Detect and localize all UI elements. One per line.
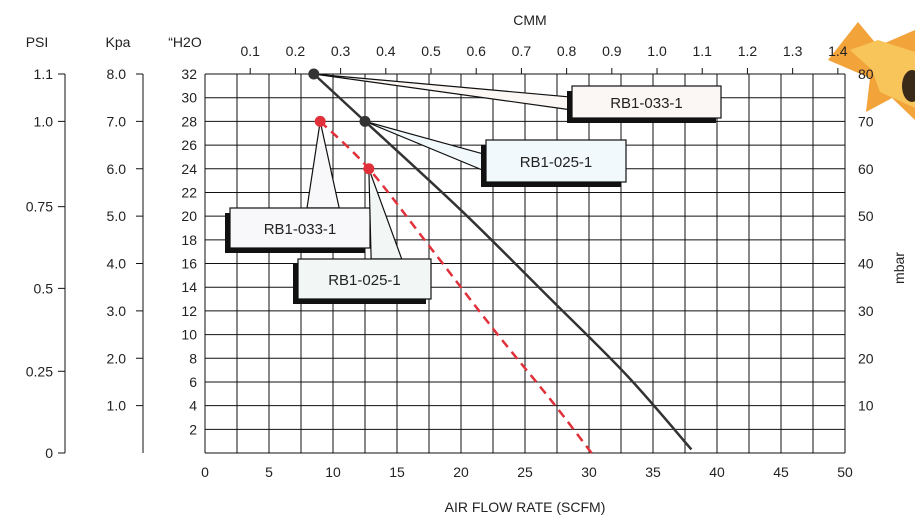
kpa-axis-title: Kpa: [106, 34, 131, 50]
callout-3: RB1-033-1: [225, 115, 371, 253]
callout-1: RB1-033-1: [308, 68, 722, 123]
kpa-tick-label: 4.0: [107, 256, 127, 272]
callout-label: RB1-033-1: [264, 221, 337, 238]
top-tick-label: 0.4: [376, 43, 396, 59]
mbar-tick-label: 30: [858, 303, 874, 319]
series-point: [359, 115, 371, 127]
top-tick-label: 1.2: [738, 43, 758, 59]
x-tick-label: 25: [517, 464, 533, 480]
callout-box: [571, 85, 722, 119]
top-tick-label: 0.3: [331, 43, 351, 59]
series-point: [363, 163, 375, 175]
kpa-tick-label: 1.0: [107, 398, 127, 414]
top-tick-label: 1.1: [692, 43, 712, 59]
y-tick-label: 30: [181, 90, 197, 106]
psi-tick-label: 0.75: [26, 199, 53, 215]
top-tick-label: 0.6: [466, 43, 486, 59]
top-axis-title: CMM: [513, 12, 546, 28]
kpa-tick-label: 2.0: [107, 350, 127, 366]
y-tick-label: 28: [181, 113, 197, 129]
y-tick-label: 2: [189, 421, 197, 437]
psi-tick-label: 1.0: [34, 113, 54, 129]
top-tick-label: 0.5: [421, 43, 441, 59]
y-axis-title: “H2O: [168, 34, 202, 50]
x-tick-label: 15: [389, 464, 405, 480]
y-tick-label: 24: [181, 161, 197, 177]
y-tick-label: 14: [181, 279, 197, 295]
mbar-tick-label: 70: [858, 113, 874, 129]
y-tick-label: 10: [181, 327, 197, 343]
x-tick-label: 50: [837, 464, 853, 480]
axes: [58, 68, 839, 454]
psi-tick-label: 0: [45, 445, 53, 461]
mbar-tick-label: 80: [858, 66, 874, 82]
mbar-tick-label: 40: [858, 256, 874, 272]
kpa-tick-label: 3.0: [107, 303, 127, 319]
y-tick-label: 8: [189, 350, 197, 366]
y-tick-label: 20: [181, 208, 197, 224]
x-tick-label: 0: [201, 464, 209, 480]
mbar-axis-title: mbar: [891, 252, 907, 284]
callout-pointer: [313, 73, 573, 111]
top-tick-label: 0.1: [240, 43, 260, 59]
mbar-tick-label: 60: [858, 161, 874, 177]
y-tick-label: 6: [189, 374, 197, 390]
top-tick-label: 1.0: [647, 43, 667, 59]
callout-box: [485, 139, 627, 183]
x-axis-title: AIR FLOW RATE (SCFM): [445, 499, 606, 515]
psi-tick-label: 1.1: [34, 66, 54, 82]
y-tick-label: 26: [181, 137, 197, 153]
callout-label: RB1-025-1: [328, 272, 401, 289]
kpa-tick-label: 6.0: [107, 161, 127, 177]
top-tick-label: 0.9: [602, 43, 622, 59]
x-tick-label: 35: [645, 464, 661, 480]
corner-decoration: [828, 22, 915, 120]
x-tick-label: 5: [265, 464, 273, 480]
top-tick-label: 1.4: [828, 43, 848, 59]
top-tick-label: 1.3: [783, 43, 803, 59]
callout-pointer: [364, 120, 487, 173]
callout-label: RB1-033-1: [610, 95, 683, 112]
callouts: RB1-033-1 RB1-025-1 RB1-033-1 RB1-025-1: [225, 68, 722, 304]
mbar-tick-label: 20: [858, 350, 874, 366]
y-tick-label: 4: [189, 398, 197, 414]
kpa-tick-label: 5.0: [107, 208, 127, 224]
x-tick-label: 45: [773, 464, 789, 480]
y-tick-label: 22: [181, 184, 197, 200]
callout-2: RB1-025-1: [359, 115, 627, 187]
x-tick-label: 40: [709, 464, 725, 480]
series-point: [314, 115, 326, 127]
kpa-tick-label: 8.0: [107, 66, 127, 82]
callout-box: [297, 258, 432, 300]
mbar-tick-label: 50: [858, 208, 874, 224]
psi-tick-label: 0.25: [26, 363, 53, 379]
x-tick-label: 30: [581, 464, 597, 480]
x-tick-label: 20: [453, 464, 469, 480]
mbar-tick-label: 10: [858, 398, 874, 414]
callout-4: RB1-025-1: [293, 163, 432, 304]
x-tick-label: 10: [325, 464, 341, 480]
top-tick-label: 0.8: [557, 43, 577, 59]
callout-label: RB1-025-1: [520, 154, 593, 171]
y-tick-label: 16: [181, 256, 197, 272]
psi-tick-label: 0.5: [34, 280, 54, 296]
y-tick-label: 12: [181, 303, 197, 319]
y-tick-label: 32: [181, 66, 197, 82]
y-tick-label: 18: [181, 232, 197, 248]
top-tick-label: 0.2: [286, 43, 306, 59]
psi-axis-title: PSI: [26, 34, 49, 50]
kpa-tick-label: 7.0: [107, 113, 127, 129]
series-point: [308, 68, 320, 80]
top-tick-label: 0.7: [512, 43, 532, 59]
